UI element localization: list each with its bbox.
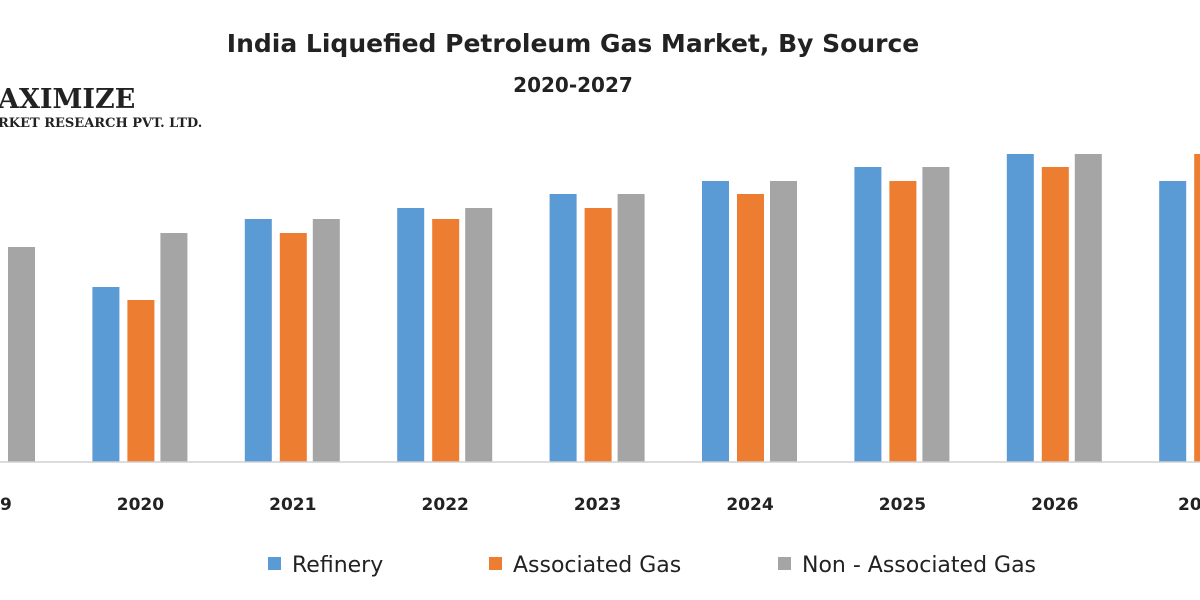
bar-non-associated-gas-2023 [617, 194, 645, 462]
bar-refinery-2025 [854, 167, 882, 462]
bar-non-associated-gas-2021 [312, 219, 340, 462]
bar-refinery-2020 [92, 287, 120, 462]
legend-swatch [489, 557, 502, 570]
bar-non-associated-gas-2019 [8, 247, 35, 462]
chart-title: India Liquefied Petroleum Gas Market, By… [227, 29, 919, 58]
x-tick-2026: 2026 [1031, 495, 1078, 515]
bar-associated-gas-2022 [432, 219, 460, 462]
legend-swatch [268, 557, 281, 570]
legend-label: Refinery [292, 553, 383, 578]
chart-subtitle: 2020-2027 [513, 73, 633, 97]
bar-refinery-2021 [244, 219, 272, 462]
bar-non-associated-gas-2026 [1074, 154, 1102, 462]
x-tick-2020: 2020 [117, 495, 164, 515]
bar-associated-gas-2025 [889, 181, 917, 462]
bar-associated-gas-2026 [1041, 167, 1069, 462]
bar-associated-gas-2024 [737, 194, 764, 462]
logo: AXIMIZE RKET RESEARCH PVT. LTD. [0, 84, 202, 131]
bar-refinery-2022 [397, 208, 425, 462]
bar-refinery-2024 [702, 181, 729, 462]
legend-item-2: Non - Associated Gas [778, 553, 1036, 578]
x-tick-2019: 9 [0, 495, 12, 515]
bar-associated-gas-2023 [584, 208, 612, 462]
bar-non-associated-gas-2025 [922, 167, 950, 462]
legend-label: Associated Gas [513, 553, 681, 578]
bar-associated-gas-2021 [279, 233, 307, 462]
bar-non-associated-gas-2020 [160, 233, 188, 462]
bar-non-associated-gas-2024 [770, 181, 797, 462]
bars [8, 154, 1200, 462]
bar-refinery-2026 [1006, 154, 1034, 462]
legend-swatch [778, 557, 791, 570]
logo-line1: AXIMIZE [0, 84, 135, 115]
x-tick-2023: 2023 [574, 495, 621, 515]
legend-item-1: Associated Gas [489, 553, 681, 578]
x-tick-labels: 9 2020 2021 2022 2023 2024 2025 2026 20 [0, 495, 1200, 515]
bar-refinery-2023 [549, 194, 577, 462]
legend-label: Non - Associated Gas [802, 553, 1036, 578]
x-tick-2024: 2024 [726, 495, 773, 515]
bar-non-associated-gas-2022 [465, 208, 493, 462]
legend-item-0: Refinery [268, 553, 383, 578]
x-tick-2021: 2021 [269, 495, 316, 515]
bar-refinery-2027 [1159, 181, 1187, 462]
bar-associated-gas-2020 [127, 300, 155, 462]
x-tick-2027: 20 [1178, 495, 1200, 515]
legend: Refinery Associated Gas Non - Associated G… [268, 553, 1036, 578]
x-tick-2025: 2025 [879, 495, 926, 515]
x-tick-2022: 2022 [422, 495, 469, 515]
bar-associated-gas-2027 [1194, 154, 1200, 462]
logo-line2: RKET RESEARCH PVT. LTD. [0, 116, 202, 131]
